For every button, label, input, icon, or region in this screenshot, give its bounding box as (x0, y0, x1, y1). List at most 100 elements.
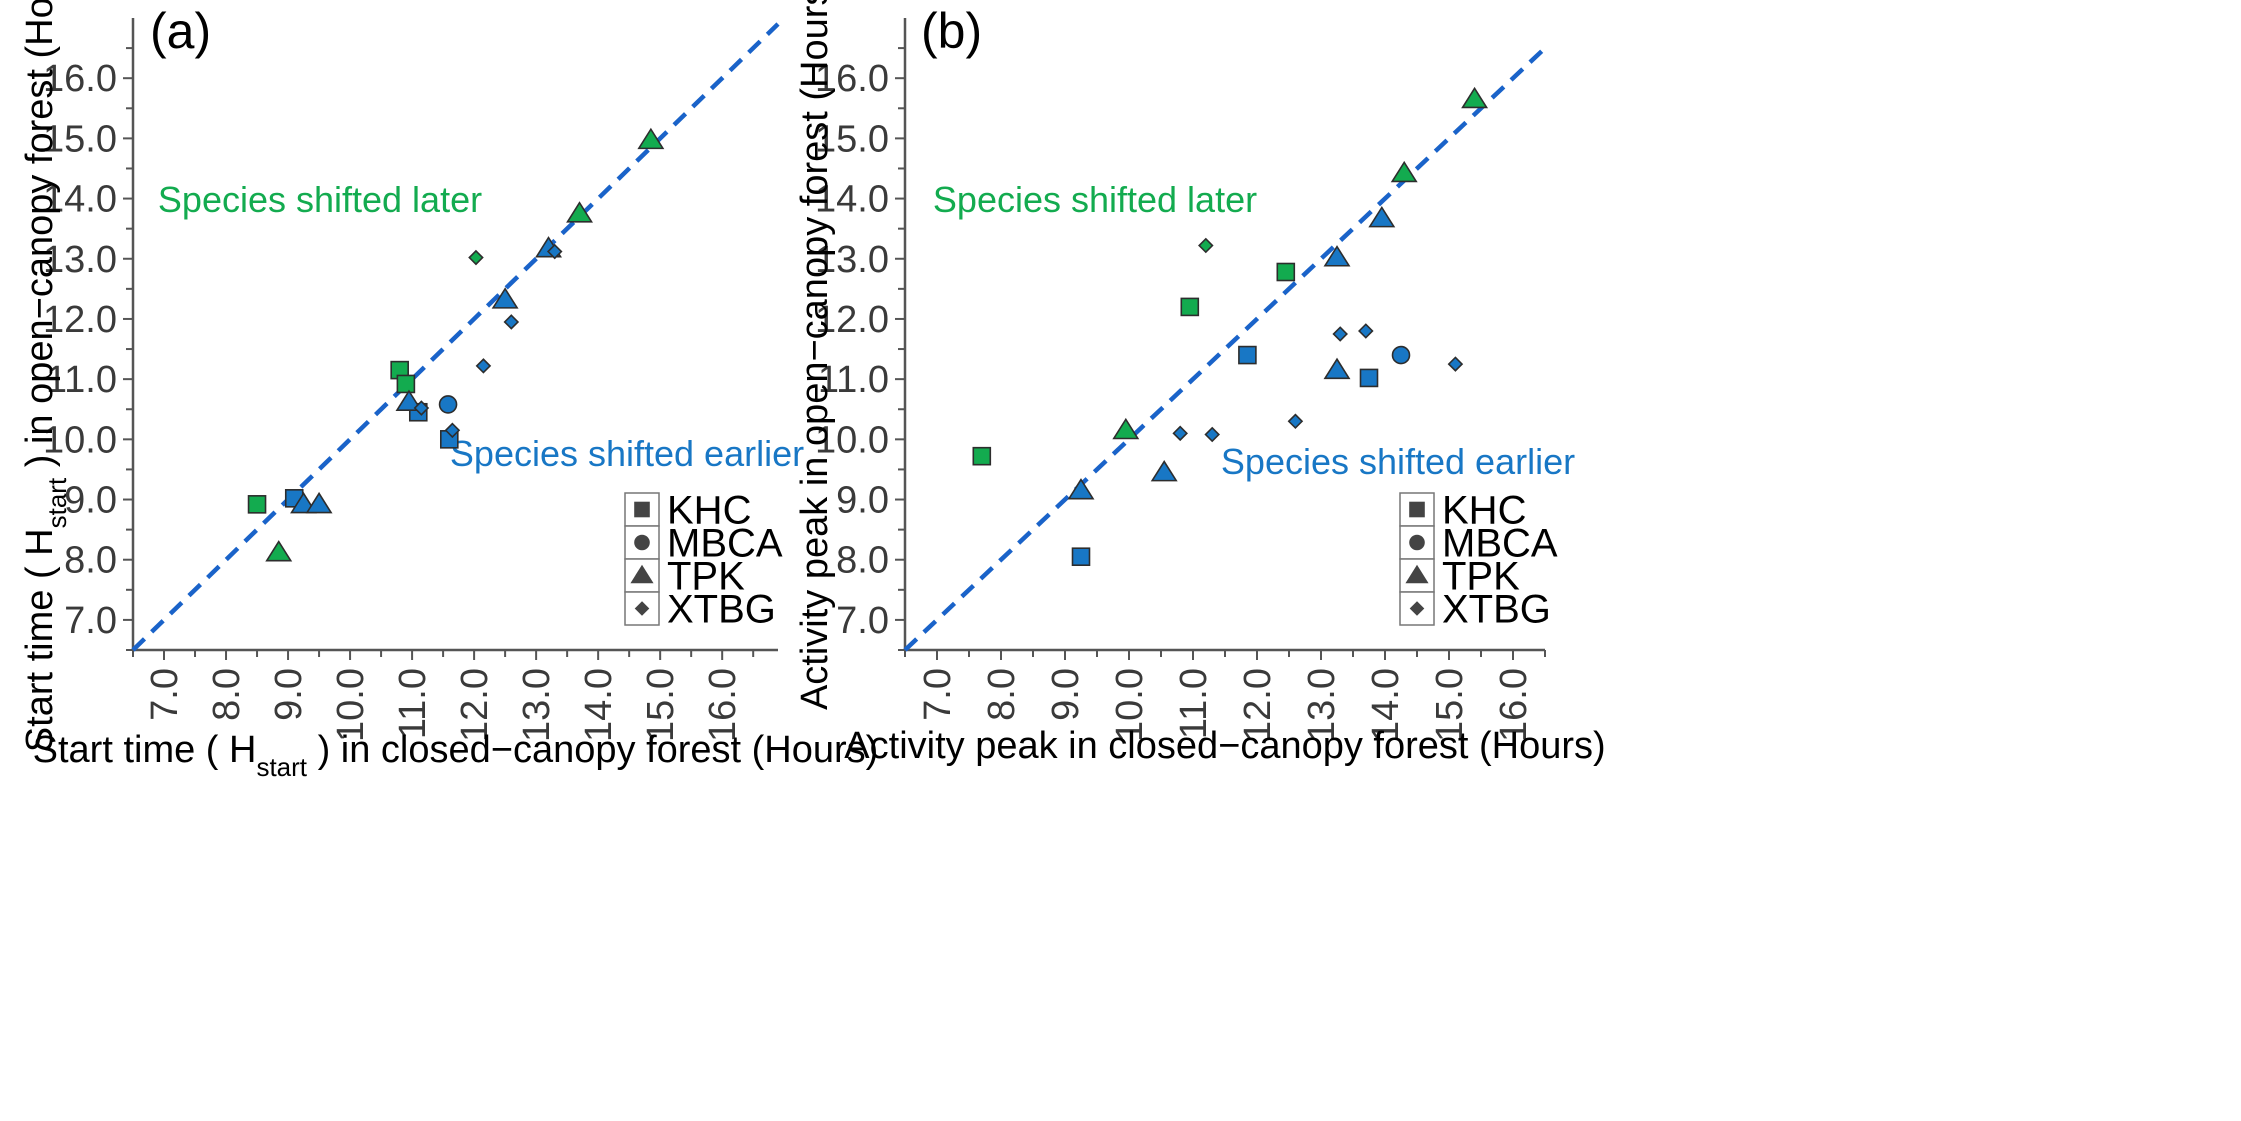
y-tick-label: 8.0 (64, 540, 117, 582)
panel-label: (a) (150, 3, 211, 59)
x-tick-label: 7.0 (917, 668, 959, 721)
legend-marker-xtbg (634, 601, 650, 616)
x-axis-title-tail: ) in closed−canopy forest (Hours) (307, 729, 878, 771)
x-tick-label: 10.0 (330, 668, 372, 742)
later-region-label: Species shifted later (933, 179, 1257, 220)
x-tick-label: 11.0 (1173, 668, 1215, 739)
x-tick-label: 8.0 (206, 668, 248, 721)
identity-line (903, 46, 1547, 652)
x-axis-title: Activity peak in closed−canopy forest (H… (844, 725, 1605, 767)
data-point-khc (1180, 297, 1200, 317)
y-tick-label: 14.0 (43, 179, 117, 221)
y-tick-label: 7.0 (64, 600, 117, 642)
data-point-tpk (1323, 357, 1351, 380)
legend-label-tpk: TPK (1442, 555, 1520, 599)
data-point-xtbg (1198, 237, 1214, 254)
data-point-tpk (637, 127, 665, 150)
x-tick-label: 12.0 (454, 668, 496, 742)
y-tick-label: 10.0 (815, 419, 889, 461)
data-point-xtbg (1287, 413, 1304, 430)
legend-label-xtbg: XTBG (667, 588, 776, 632)
y-axis-title: Start time ( Hstart ) in open−canopy for… (19, 0, 72, 752)
data-point-tpk (1150, 460, 1178, 482)
data-point-khc (1238, 345, 1257, 365)
data-point-tpk (1390, 160, 1418, 183)
data-point-xtbg (1332, 326, 1348, 342)
y-axis-title-subscript: start (42, 477, 72, 528)
y-tick-label: 15.0 (43, 118, 117, 160)
x-tick-label: 9.0 (1045, 668, 1087, 721)
legend-label-khc: KHC (1442, 489, 1526, 533)
y-tick-label: 10.0 (43, 419, 117, 461)
data-point-tpk (1323, 245, 1351, 267)
legend-marker-tpk (630, 564, 654, 584)
y-tick-label: 14.0 (815, 179, 889, 221)
legend-label-mbca: MBCA (667, 522, 783, 566)
data-point-tpk (265, 540, 293, 562)
x-axis-title: Start time ( Hstart ) in closed−canopy f… (33, 729, 879, 782)
data-point-tpk (395, 389, 423, 412)
y-axis-title: Activity peak in open−canopy forest (Hou… (794, 0, 836, 710)
data-point-khc (1071, 547, 1091, 567)
y-tick-label: 16.0 (43, 58, 117, 100)
y-axis-title-main: Start time ( H (19, 528, 61, 752)
data-point-xtbg (503, 314, 520, 330)
data-point-mbca (438, 395, 458, 414)
x-axis-title-main: Activity peak in closed−canopy forest (H… (844, 725, 1605, 767)
panel-b: 7.0 7.0 8.0 8.0 9.0 9.0 10.0 10.0 11.0 11.0 12.0 12… (794, 0, 1606, 767)
x-tick-label: 15.0 (1429, 668, 1471, 742)
legend-label-mbca: MBCA (1442, 522, 1558, 566)
x-axis-title-subscript: start (256, 752, 307, 782)
x-tick-label: 16.0 (1493, 668, 1535, 742)
y-tick-label: 8.0 (836, 540, 889, 582)
legend-label-khc: KHC (667, 489, 751, 533)
data-point-tpk (491, 287, 519, 309)
x-tick-label: 11.0 (392, 668, 434, 739)
identity-line (131, 22, 780, 652)
data-point-tpk (1112, 417, 1140, 440)
y-tick-label: 15.0 (815, 118, 889, 160)
earlier-region-label: Species shifted earlier (450, 433, 804, 474)
data-point-xtbg (468, 249, 484, 266)
x-tick-label: 12.0 (1237, 668, 1279, 742)
x-tick-label: 14.0 (1365, 668, 1407, 742)
data-point-xtbg (1358, 323, 1374, 339)
x-tick-label: 13.0 (516, 668, 558, 742)
y-tick-label: 13.0 (43, 239, 117, 281)
data-point-xtbg (413, 400, 430, 416)
y-tick-label: 11.0 (818, 359, 889, 401)
legend-marker-khc (634, 501, 650, 518)
legend-marker-mbca (634, 534, 650, 551)
legend-marker-xtbg (1409, 601, 1425, 616)
data-point-khc (247, 495, 267, 514)
x-tick-label: 16.0 (702, 668, 744, 742)
data-point-khc (1359, 368, 1379, 388)
y-tick-label: 11.0 (46, 359, 117, 401)
legend-marker-mbca (1409, 534, 1425, 551)
y-tick-label: 7.0 (836, 600, 889, 642)
legend-label-xtbg: XTBG (1442, 588, 1551, 632)
y-axis-title-main: Activity peak in open−canopy forest (Hou… (794, 0, 836, 710)
data-point-xtbg (444, 422, 461, 439)
data-point-tpk (1461, 86, 1489, 109)
x-tick-label: 14.0 (578, 668, 620, 742)
x-tick-label: 10.0 (1109, 668, 1151, 742)
data-point-xtbg (1204, 426, 1220, 443)
data-point-xtbg (1447, 356, 1464, 372)
data-point-xtbg (475, 358, 492, 374)
x-tick-label: 15.0 (640, 668, 682, 742)
data-point-xtbg (1172, 425, 1188, 442)
y-tick-label: 9.0 (64, 480, 117, 522)
data-point-khc (396, 374, 416, 394)
data-point-khc (972, 446, 992, 466)
data-point-tpk (1368, 206, 1396, 228)
data-point-tpk (305, 491, 333, 514)
y-axis-title-tail: ) in open−canopy forest (Hours) (19, 0, 61, 478)
y-tick-label: 9.0 (836, 480, 889, 522)
data-point-khc (1276, 262, 1296, 282)
legend-marker-tpk (1405, 564, 1429, 584)
later-region-label: Species shifted later (158, 179, 482, 220)
data-point-tpk (566, 201, 594, 223)
